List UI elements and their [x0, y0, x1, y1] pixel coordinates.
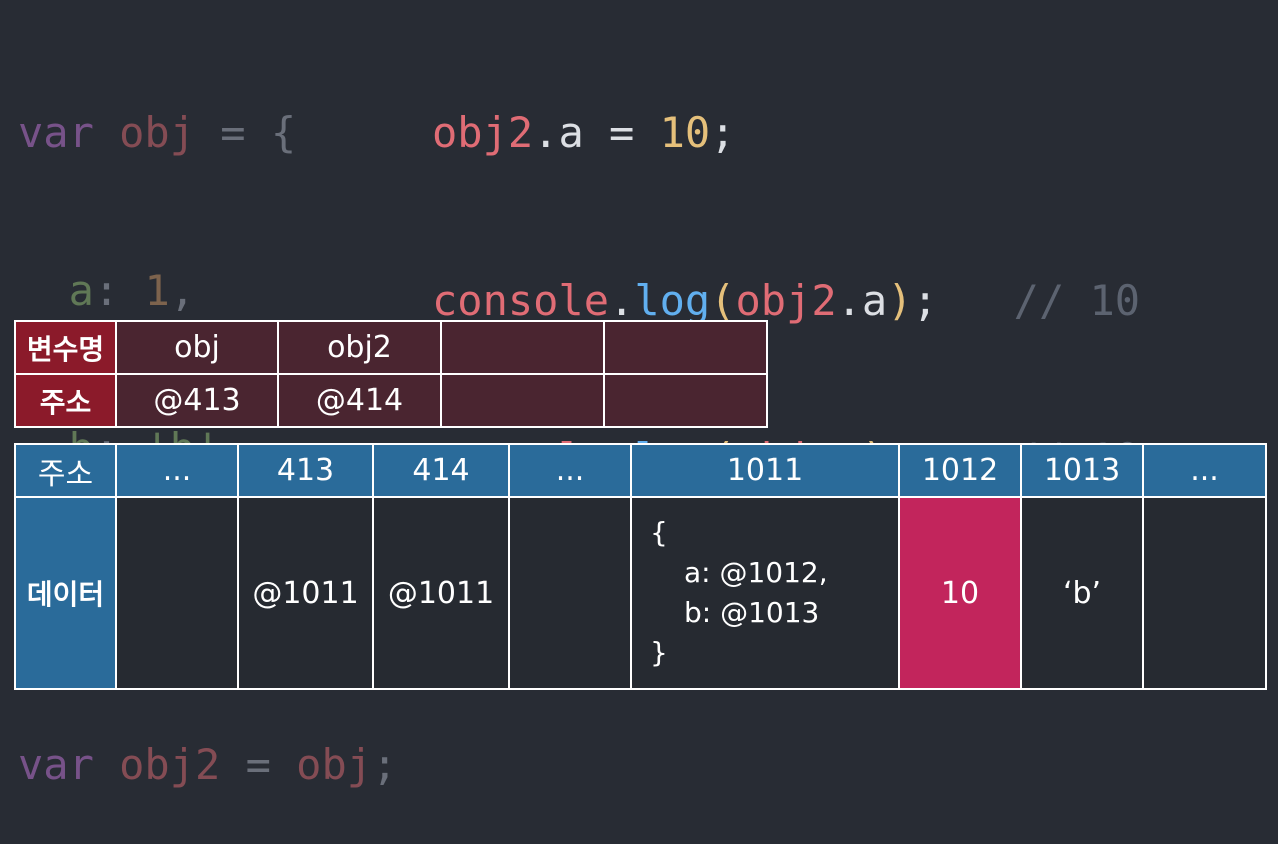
token: console: [432, 276, 610, 325]
token: .a: [836, 276, 888, 325]
token: obj2: [93, 740, 221, 789]
token: ;: [710, 108, 736, 157]
header-cell: 414: [372, 443, 510, 498]
object-line: b: @1013: [684, 596, 820, 629]
token: =: [220, 740, 297, 789]
token: ;: [372, 740, 398, 789]
token: .a =: [533, 108, 660, 157]
table-cell: obj: [115, 320, 279, 375]
data-cell: @1011: [237, 496, 374, 690]
code-line: var obj2 = obj;: [18, 735, 397, 795]
token: ;: [912, 276, 938, 325]
table-cell: @414: [277, 373, 442, 428]
token: obj2: [432, 108, 534, 157]
row-label: 데이터: [14, 496, 117, 690]
table-cell: 변수명: [14, 320, 117, 375]
token: log: [634, 276, 711, 325]
table-cell: @413: [115, 373, 279, 428]
data-cell: [115, 496, 239, 690]
header-cell: ...: [1142, 443, 1267, 498]
data-row: 데이터 @1011 @1011 { a: @1012, b: @1013} 10 ‘b’: [14, 496, 1267, 690]
table-cell: obj2: [277, 320, 442, 375]
token: = {: [195, 108, 297, 157]
variable-table: 변수명 obj obj2 주소 @413 @414: [14, 320, 768, 428]
token: ): [887, 276, 913, 325]
code-line: a: 1,: [18, 261, 397, 321]
token: obj2: [735, 276, 837, 325]
data-cell: ‘b’: [1020, 496, 1144, 690]
token: :: [93, 266, 145, 315]
code-line: var obj = {: [18, 103, 397, 163]
code-line: console.log(obj2.a); // 10: [432, 271, 1140, 331]
table-cell: [440, 320, 605, 375]
table-cell: 주소: [14, 373, 117, 428]
object-line: {: [650, 516, 668, 549]
token: obj: [93, 108, 196, 157]
header-cell: ...: [508, 443, 632, 498]
token: var: [18, 108, 94, 157]
token: ,: [169, 266, 196, 315]
table-row: 주소 @413 @414: [14, 373, 768, 428]
token: obj: [296, 740, 373, 789]
token: var: [18, 740, 94, 789]
header-cell: 주소: [14, 443, 117, 498]
token: 10: [659, 108, 711, 157]
header-cell: 1013: [1020, 443, 1144, 498]
table-cell: [603, 373, 768, 428]
table-cell: [440, 373, 605, 428]
header-cell: 1011: [630, 443, 900, 498]
data-cell: [1142, 496, 1267, 690]
header-cell: 413: [237, 443, 374, 498]
token: .: [609, 276, 635, 325]
header-cell: 1012: [898, 443, 1022, 498]
slide: var obj = { a: 1, b: 'b' }; var obj2 = o…: [14, 103, 1267, 789]
object-line: }: [650, 636, 668, 669]
code-line: obj2.a = 10;: [432, 103, 1140, 163]
token: 1: [144, 266, 170, 315]
data-cell: [508, 496, 632, 690]
table-row: 변수명 obj obj2: [14, 320, 768, 375]
memory-table: 주소... 413 414... 1011 1012 1013... 데이터 @1011 @10…: [14, 443, 1267, 690]
token: a: [18, 266, 94, 315]
data-cell: { a: @1012, b: @1013}: [630, 496, 900, 690]
object-line: a: @1012,: [684, 556, 828, 589]
data-cell: @1011: [372, 496, 510, 690]
header-cell: ...: [115, 443, 239, 498]
header-row: 주소... 413 414... 1011 1012 1013...: [14, 443, 1267, 498]
token: // 10: [937, 276, 1141, 325]
data-cell: 10: [898, 496, 1022, 690]
token: (: [710, 276, 736, 325]
table-cell: [603, 320, 768, 375]
